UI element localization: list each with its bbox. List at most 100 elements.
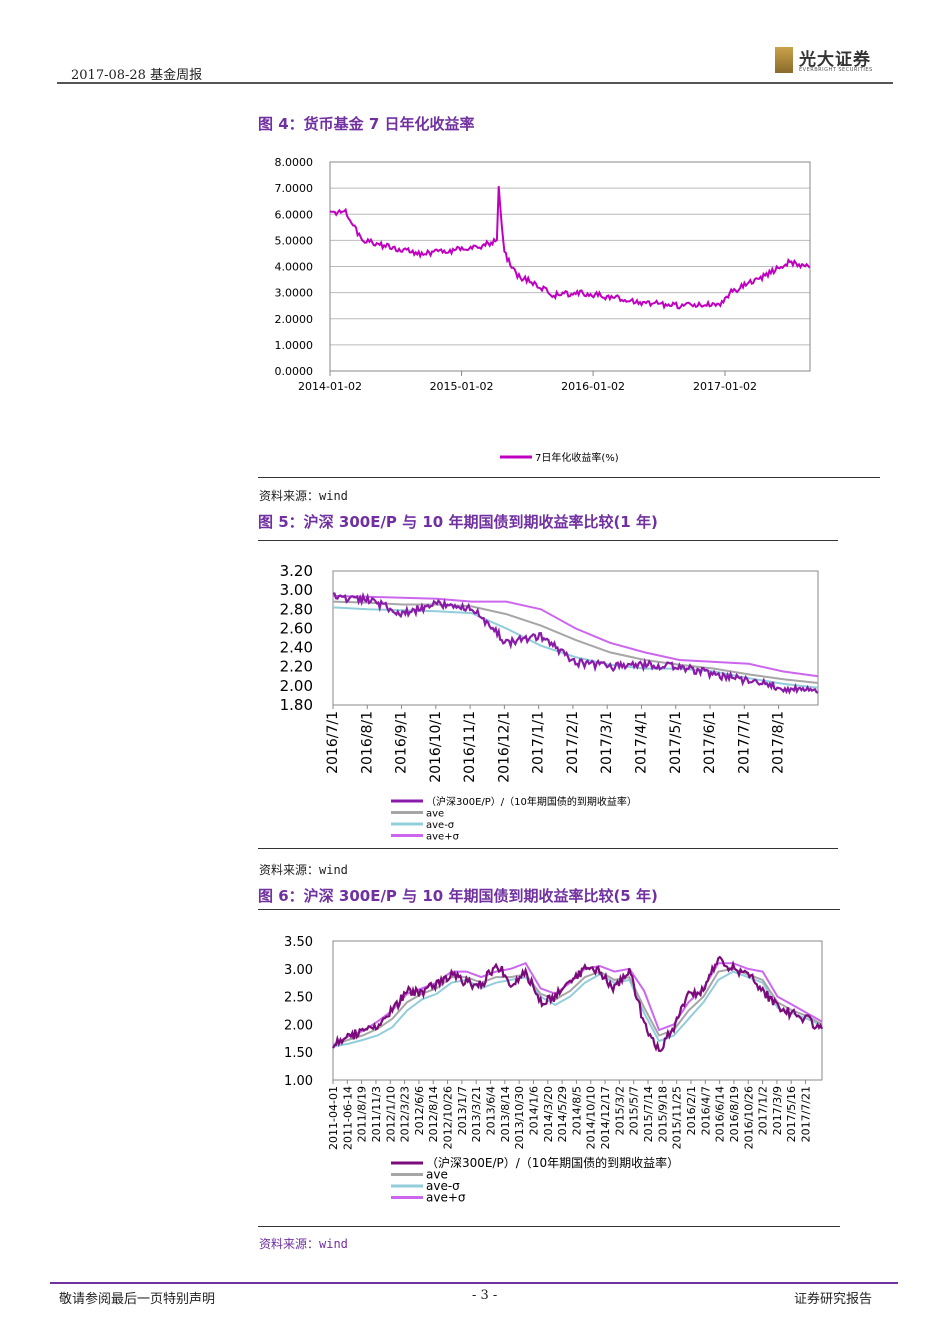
footer-disclaimer: 敬请参阅最后一页特别声明 bbox=[59, 1292, 216, 1307]
legend-label: （沪深300E/P）/（10年期国债的到期收益率） bbox=[426, 795, 637, 808]
x-tick-label: 2016/4/7 bbox=[699, 1086, 712, 1135]
y-tick-label: 7.0000 bbox=[275, 182, 314, 195]
x-tick-label: 2012/10/26 bbox=[442, 1086, 455, 1149]
legend-label: ave+σ bbox=[426, 1191, 466, 1205]
footer-report-type: 证券研究报告 bbox=[794, 1292, 873, 1307]
y-tick-label: 4.0000 bbox=[275, 261, 314, 274]
x-tick-label: 2014/5/29 bbox=[556, 1086, 569, 1142]
y-tick-label: 2.80 bbox=[280, 600, 313, 618]
series-line bbox=[332, 600, 819, 684]
x-tick-label: 2016/8/1 bbox=[359, 711, 375, 774]
x-tick-label: 2016/2/1 bbox=[685, 1086, 698, 1135]
x-tick-label: 2016/11/1 bbox=[462, 711, 478, 783]
x-tick-label: 2014/10/10 bbox=[585, 1086, 598, 1149]
plot-area bbox=[329, 161, 811, 372]
figure-6-title: 图 6：沪深 300E/P 与 10 年期国债到期收益率比较(5 年) bbox=[258, 887, 658, 905]
y-tick-label: 0.0000 bbox=[275, 365, 314, 378]
y-tick-label: 2.60 bbox=[280, 619, 313, 637]
x-tick-label: 2016-01-02 bbox=[561, 380, 625, 393]
series-line bbox=[332, 967, 823, 1047]
y-tick-label: 2.50 bbox=[284, 991, 313, 1006]
y-tick-label: 1.0000 bbox=[275, 339, 314, 352]
everbright-logo: 光大证券 EVERBRIGHT SECURITIES bbox=[775, 47, 885, 77]
y-tick-label: 6.0000 bbox=[275, 208, 314, 221]
header-date-title: 2017-08-28 基金周报 bbox=[71, 68, 203, 83]
x-tick-label: 2016/7/1 bbox=[325, 711, 341, 774]
series-line bbox=[332, 970, 823, 1048]
x-tick-label: 2015/3/2 bbox=[613, 1086, 626, 1135]
x-tick-label: 2014/8/5 bbox=[570, 1086, 583, 1135]
x-tick-label: 2016/12/1 bbox=[496, 711, 512, 783]
x-tick-label: 2015-01-02 bbox=[430, 380, 494, 393]
y-tick-label: 2.20 bbox=[280, 658, 313, 676]
y-tick-label: 3.00 bbox=[284, 963, 313, 978]
x-tick-label: 2016/10/26 bbox=[742, 1086, 755, 1149]
logo-en: EVERBRIGHT SECURITIES bbox=[799, 67, 873, 73]
x-tick-label: 2016/9/1 bbox=[394, 711, 410, 774]
divider bbox=[258, 1226, 840, 1227]
y-tick-label: 3.50 bbox=[284, 935, 313, 950]
x-tick-label: 2015/11/25 bbox=[671, 1086, 684, 1149]
divider bbox=[258, 909, 840, 910]
x-tick-label: 2012/8/14 bbox=[427, 1086, 440, 1142]
y-tick-label: 2.00 bbox=[280, 677, 313, 695]
figure-6-source: 资料来源：wind bbox=[259, 1237, 348, 1251]
y-tick-label: 8.0000 bbox=[275, 156, 314, 169]
y-tick-label: 2.00 bbox=[284, 1018, 313, 1033]
logo-mark-icon bbox=[775, 47, 793, 73]
x-tick-label: 2017/1/1 bbox=[531, 711, 547, 774]
series-line bbox=[332, 955, 824, 1053]
x-tick-label: 2011-06-14 bbox=[341, 1086, 354, 1150]
x-tick-label: 2015/7/14 bbox=[642, 1086, 655, 1142]
x-tick-label: 2011/11/3 bbox=[370, 1086, 383, 1142]
legend-label: ave bbox=[426, 809, 444, 820]
y-tick-label: 1.00 bbox=[284, 1074, 313, 1089]
legend-label: ave-σ bbox=[426, 820, 455, 831]
x-tick-label: 2017-01-02 bbox=[693, 380, 757, 393]
figure-5-title: 图 5：沪深 300E/P 与 10 年期国债到期收益率比较(1 年) bbox=[258, 513, 658, 531]
y-tick-label: 3.20 bbox=[280, 562, 313, 580]
x-tick-label: 2011-04-01 bbox=[327, 1086, 340, 1150]
x-tick-label: 2017/3/1 bbox=[599, 711, 615, 774]
legend-label: 7日年化收益率(%) bbox=[535, 451, 619, 464]
figure-4-title: 图 4：货币基金 7 日年化收益率 bbox=[258, 115, 475, 133]
x-tick-label: 2014/3/20 bbox=[542, 1086, 555, 1142]
logo-cn: 光大证券 bbox=[799, 50, 871, 70]
footer-divider bbox=[50, 1282, 898, 1284]
x-tick-label: 2016/8/19 bbox=[728, 1086, 741, 1142]
x-tick-label: 2013/6/4 bbox=[485, 1086, 498, 1135]
y-tick-label: 2.40 bbox=[280, 639, 313, 657]
chart-ep-ratio-1y: 1.802.002.202.40 2.602.803.003.20 2016/7/1… bbox=[280, 562, 819, 843]
legend-label: ave bbox=[426, 1168, 448, 1182]
x-tick-label: 2017/3/9 bbox=[771, 1086, 784, 1135]
x-tick-label: 2013/10/30 bbox=[513, 1086, 526, 1149]
x-tick-label: 2012/3/23 bbox=[399, 1086, 412, 1142]
x-tick-label: 2017/4/1 bbox=[633, 711, 649, 774]
x-tick-label: 2015/9/18 bbox=[656, 1086, 669, 1142]
x-tick-label: 2014-01-02 bbox=[298, 380, 362, 393]
x-tick-label: 2017/8/1 bbox=[771, 711, 787, 774]
y-tick-label: 1.50 bbox=[284, 1046, 313, 1061]
page-number: - 3 - bbox=[472, 1288, 498, 1303]
divider bbox=[258, 848, 838, 849]
y-tick-label: 3.0000 bbox=[275, 287, 314, 300]
x-tick-label: 2011/8/19 bbox=[356, 1086, 369, 1142]
x-tick-label: 2013/3/21 bbox=[470, 1086, 483, 1142]
figure-5-source: 资料来源：wind bbox=[259, 863, 348, 877]
x-tick-label: 2014/1/6 bbox=[527, 1086, 540, 1135]
x-tick-label: 2017/2/1 bbox=[565, 711, 581, 774]
x-tick-label: 2012/1/10 bbox=[384, 1086, 397, 1142]
series-line-7day-yield bbox=[329, 186, 811, 310]
x-tick-label: 2017/5/1 bbox=[668, 711, 684, 774]
legend-label: ave-σ bbox=[426, 1179, 460, 1193]
legend-label: ave+σ bbox=[426, 832, 460, 843]
x-tick-label: 2016/6/14 bbox=[714, 1086, 727, 1142]
y-tick-label: 1.80 bbox=[280, 696, 313, 714]
y-tick-label: 5.0000 bbox=[275, 234, 314, 247]
series-line bbox=[332, 591, 819, 695]
plot-area bbox=[332, 570, 819, 706]
chart-money-fund-yield: 0.0000 1.0000 2.0000 3.0000 4.0000 5.0000 6.00… bbox=[275, 156, 811, 464]
y-tick-label: 3.00 bbox=[280, 581, 313, 599]
y-tick-label: 2.0000 bbox=[275, 313, 314, 326]
